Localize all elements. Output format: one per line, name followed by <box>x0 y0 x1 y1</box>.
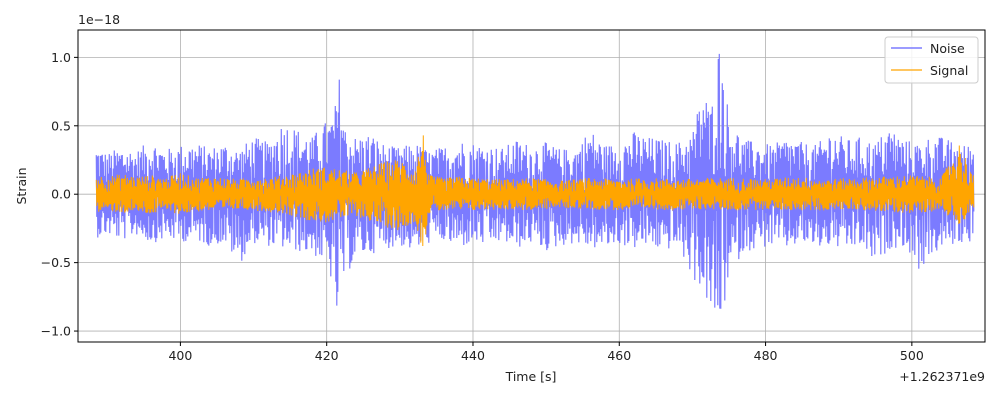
y-tick-label: 1.0 <box>51 50 71 65</box>
x-offset-label: +1.262371e9 <box>899 369 985 384</box>
series-signal-line <box>95 135 975 246</box>
x-tick-label: 480 <box>754 348 778 363</box>
y-scale-label: 1e−18 <box>78 12 120 27</box>
y-axis-label: Strain <box>14 167 29 204</box>
plot-frame <box>77 29 986 343</box>
x-tick-label: 420 <box>315 348 339 363</box>
y-tick-label: −0.5 <box>41 255 71 270</box>
series-layer <box>95 53 975 309</box>
x-tick-label: 400 <box>168 348 192 363</box>
legend: Noise Signal <box>884 36 979 84</box>
y-tick-label: 0.0 <box>51 187 71 202</box>
x-tick-label: 500 <box>900 348 924 363</box>
x-axis-label: Time [s] <box>505 369 557 384</box>
legend-signal-label: Signal <box>930 63 968 78</box>
x-tick-label: 460 <box>607 348 631 363</box>
ticks: 400 420 440 460 480 500 −1.0 −0.5 0.0 0.5 1.0 <box>41 50 924 363</box>
y-tick-label: 0.5 <box>51 118 71 133</box>
x-tick-label: 440 <box>461 348 485 363</box>
legend-noise-label: Noise <box>930 41 965 56</box>
y-tick-label: −1.0 <box>41 324 71 339</box>
